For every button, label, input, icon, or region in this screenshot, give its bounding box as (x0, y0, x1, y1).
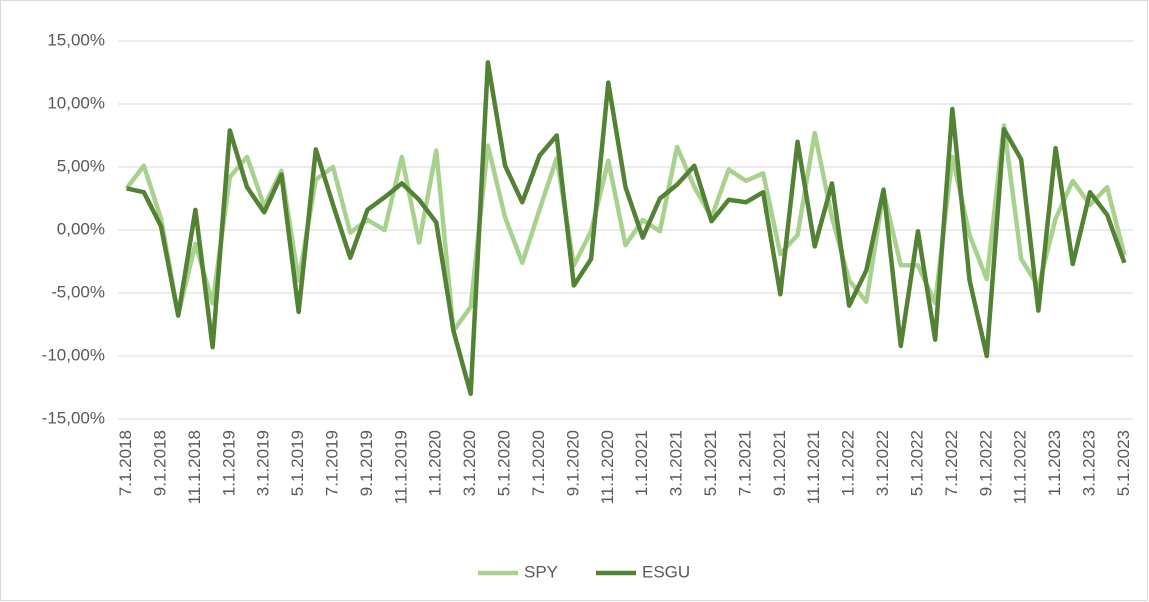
x-tick-label: 1.1.2023 (1045, 430, 1064, 496)
x-tick-label: 5.1.2021 (701, 430, 720, 496)
x-tick-label: 7.1.2020 (529, 430, 548, 496)
x-tick-label: 5.1.2023 (1114, 430, 1133, 496)
x-tick-label: 7.1.2022 (942, 430, 961, 496)
x-tick-label: 3.1.2022 (873, 430, 892, 496)
legend-label: ESGU (642, 562, 690, 581)
y-tick-label: 15,00% (47, 30, 105, 49)
x-tick-label: 3.1.2023 (1079, 430, 1098, 496)
y-tick-label: -10,00% (42, 345, 105, 364)
x-tick-label: 3.1.2021 (667, 430, 686, 496)
x-tick-label: 9.1.2021 (770, 430, 789, 496)
x-tick-label: 1.1.2021 (632, 430, 651, 496)
x-tick-label: 7.1.2019 (323, 430, 342, 496)
y-tick-label: 0,00% (57, 219, 105, 238)
x-tick-label: 9.1.2018 (150, 430, 169, 496)
y-tick-label: 5,00% (57, 156, 105, 175)
x-tick-label: 9.1.2020 (563, 430, 582, 496)
x-tick-label: 11.1.2019 (391, 430, 410, 504)
x-tick-label: 11.1.2022 (1011, 430, 1030, 504)
x-tick-label: 3.1.2020 (460, 430, 479, 496)
x-tick-label: 11.1.2020 (598, 430, 617, 504)
x-tick-label: 11.1.2018 (185, 430, 204, 504)
x-tick-label: 1.1.2020 (426, 430, 445, 496)
y-tick-label: 10,00% (47, 93, 105, 112)
x-tick-label: 7.1.2018 (116, 430, 135, 496)
x-tick-label: 5.1.2020 (495, 430, 514, 496)
y-tick-label: -15,00% (42, 408, 105, 427)
line-series (126, 60, 1127, 397)
y-tick-label: -5,00% (51, 282, 105, 301)
legend-label: SPY (524, 562, 558, 581)
x-tick-label: 5.1.2019 (288, 430, 307, 496)
x-tick-label: 9.1.2022 (976, 430, 995, 496)
x-tick-label: 1.1.2022 (839, 430, 858, 496)
x-tick-label: 11.1.2021 (804, 430, 823, 504)
x-tick-label: 5.1.2022 (907, 430, 926, 496)
x-tick-label: 7.1.2021 (735, 430, 754, 496)
x-tick-label: 9.1.2019 (357, 430, 376, 496)
x-tick-label: 1.1.2019 (219, 430, 238, 496)
x-tick-label: 3.1.2019 (254, 430, 273, 496)
